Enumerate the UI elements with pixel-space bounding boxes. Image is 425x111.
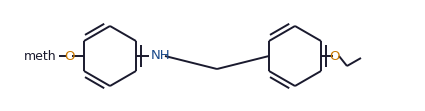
Text: NH: NH <box>151 49 170 61</box>
Text: O: O <box>330 50 340 62</box>
Text: meth: meth <box>23 50 56 62</box>
Text: O: O <box>64 50 74 62</box>
